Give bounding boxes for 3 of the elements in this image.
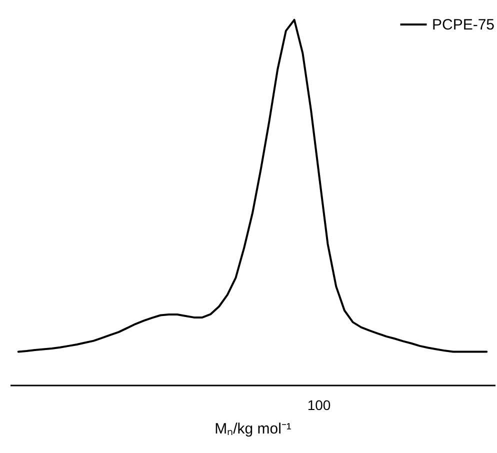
x-axis-title: Mₙ/kg mol⁻¹ <box>214 420 292 438</box>
text: 100 <box>307 397 331 413</box>
legend-label: PCPE-75 <box>432 16 495 34</box>
